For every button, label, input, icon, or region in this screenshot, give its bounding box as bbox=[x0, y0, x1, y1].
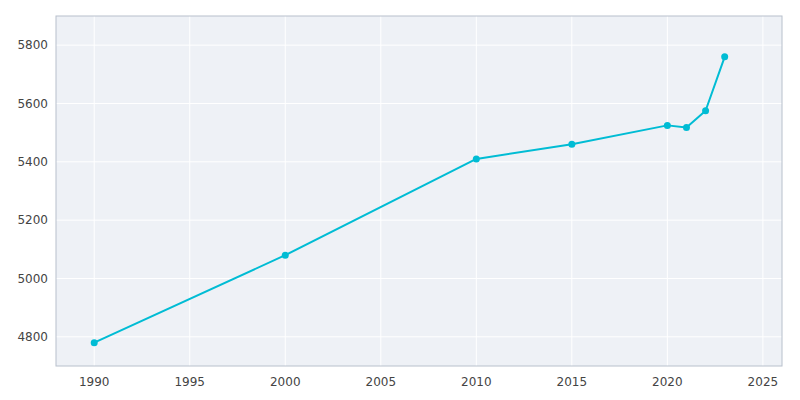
x-grid-line bbox=[476, 16, 477, 366]
x-tick-label: 2005 bbox=[366, 375, 397, 389]
plot-frame bbox=[56, 16, 782, 366]
plot-background bbox=[56, 16, 782, 366]
x-tick-label: 1990 bbox=[79, 375, 110, 389]
x-tick-label: 2000 bbox=[270, 375, 301, 389]
y-tick-label: 5800 bbox=[17, 38, 48, 52]
marker bbox=[568, 141, 575, 148]
tick-labels: 1990 1995 2000 2005 2010 2015 2020 2025 4800 5000… bbox=[17, 38, 778, 389]
x-tick-label: 1995 bbox=[174, 375, 205, 389]
y-tick-label: 5200 bbox=[17, 213, 48, 227]
x-grid-line bbox=[667, 16, 668, 366]
x-tick-label: 2015 bbox=[557, 375, 588, 389]
chart: 1990 1995 2000 2005 2010 2015 2020 2025 4800 5000… bbox=[0, 0, 800, 400]
y-grid-line bbox=[56, 161, 782, 162]
y-tick-label: 5600 bbox=[17, 97, 48, 111]
x-grid-line bbox=[762, 16, 763, 366]
x-grid-line bbox=[94, 16, 95, 366]
y-grid-line bbox=[56, 103, 782, 104]
x-grid-line bbox=[285, 16, 286, 366]
x-tick-label: 2025 bbox=[748, 375, 779, 389]
y-tick-label: 5000 bbox=[17, 272, 48, 286]
series bbox=[91, 53, 728, 346]
x-grid-line bbox=[571, 16, 572, 366]
marker bbox=[91, 339, 98, 346]
x-tick-label: 2020 bbox=[652, 375, 683, 389]
y-grid-line bbox=[56, 45, 782, 46]
marker bbox=[282, 252, 289, 259]
marker bbox=[664, 122, 671, 129]
marker bbox=[702, 107, 709, 114]
y-tick-label: 5400 bbox=[17, 155, 48, 169]
marker bbox=[473, 155, 480, 162]
y-grid-line bbox=[56, 220, 782, 221]
line bbox=[94, 57, 724, 343]
grid bbox=[56, 16, 782, 366]
marker bbox=[683, 124, 690, 131]
y-tick-label: 4800 bbox=[17, 330, 48, 344]
y-grid-line bbox=[56, 278, 782, 279]
y-grid-line bbox=[56, 336, 782, 337]
x-tick-label: 2010 bbox=[461, 375, 492, 389]
x-grid-line bbox=[380, 16, 381, 366]
chart-container: 1990 1995 2000 2005 2010 2015 2020 2025 4800 5000… bbox=[0, 0, 800, 400]
marker bbox=[721, 53, 728, 60]
x-grid-line bbox=[189, 16, 190, 366]
